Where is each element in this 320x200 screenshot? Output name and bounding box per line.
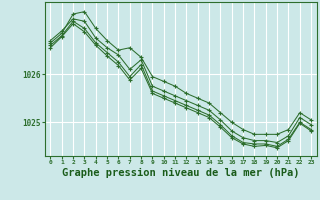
X-axis label: Graphe pression niveau de la mer (hPa): Graphe pression niveau de la mer (hPa) (62, 168, 300, 178)
